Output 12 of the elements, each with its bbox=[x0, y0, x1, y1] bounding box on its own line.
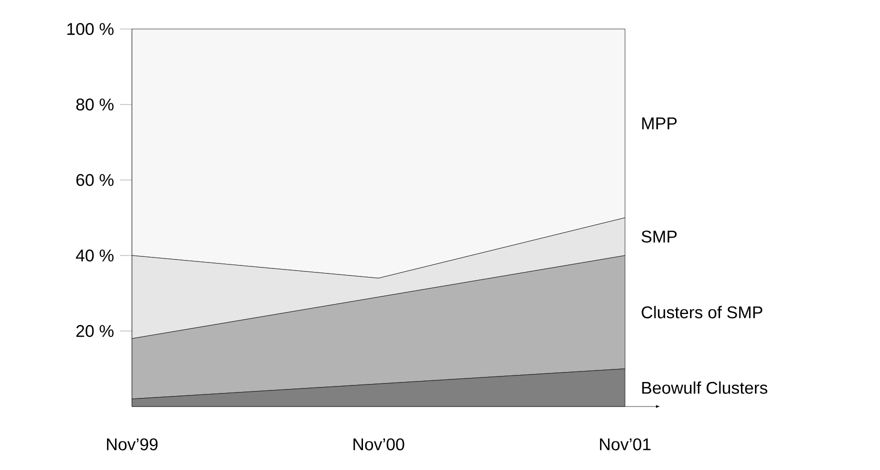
series-label: SMP bbox=[642, 230, 677, 243]
y-tick-label: 80 % bbox=[76, 98, 114, 110]
y-tick-label: 40 % bbox=[76, 250, 114, 262]
series-label: Clusters of SMP bbox=[642, 306, 762, 318]
y-tick-label: 100 % bbox=[67, 23, 114, 35]
series-label: MPP bbox=[642, 118, 677, 130]
x-tick-label: Nov’01 bbox=[600, 438, 651, 450]
y-tick-label: 20 % bbox=[76, 325, 114, 337]
x-tick-label: Nov’00 bbox=[354, 438, 404, 450]
series-label: Beowulf Clusters bbox=[642, 381, 768, 394]
x-tick-label: Nov’99 bbox=[107, 438, 158, 450]
y-tick-label: 60 % bbox=[76, 174, 114, 186]
